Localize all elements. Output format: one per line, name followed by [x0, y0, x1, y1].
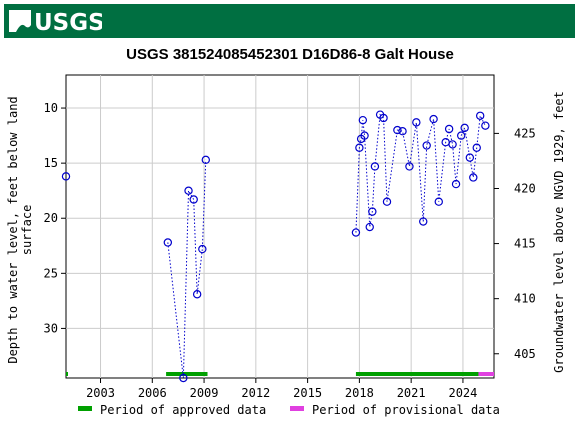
- data-point: [472, 143, 481, 152]
- right-axis-label: Groundwater level above NGVD 1929, feet: [552, 91, 566, 373]
- data-point: [448, 140, 457, 149]
- data-point: [163, 238, 173, 247]
- grid-lines: [66, 75, 494, 378]
- usgs-logo: USGS: [9, 10, 102, 36]
- right-tick-label: 420: [514, 181, 536, 195]
- data-point: [355, 143, 364, 152]
- x-tick-label: 2009: [190, 386, 219, 400]
- data-point: [457, 131, 466, 140]
- data-point: [179, 373, 188, 383]
- data-point: [368, 207, 377, 216]
- left-axis-label-line2: surface: [20, 205, 34, 256]
- data-point: [370, 162, 380, 171]
- legend-label-provisional: Period of provisional data: [312, 403, 500, 417]
- legend: Period of approved data Period of provis…: [78, 403, 500, 417]
- x-tick-label: 2018: [345, 386, 374, 400]
- data-point: [358, 115, 368, 125]
- data-point: [419, 217, 428, 226]
- legend-swatch-provisional: [290, 406, 304, 411]
- x-axis-ticks: 2003 2006 2009 2012 2015 2018 2021 2024: [86, 378, 477, 400]
- left-tick-label: 30: [44, 321, 58, 335]
- data-point: [429, 114, 438, 124]
- data-point: [481, 121, 490, 130]
- left-tick-label: 25: [44, 266, 58, 280]
- data-point: [475, 111, 485, 120]
- x-tick-label: 2006: [138, 386, 167, 400]
- data-point: [379, 113, 388, 123]
- x-tick-label: 2012: [241, 386, 270, 400]
- data-points: [61, 110, 490, 383]
- data-point: [412, 118, 421, 127]
- period-bar-provisional: [478, 372, 494, 376]
- data-point: [469, 173, 478, 182]
- data-point: [382, 197, 392, 206]
- data-point: [61, 172, 71, 181]
- data-point: [465, 153, 475, 162]
- left-tick-label: 10: [44, 101, 58, 115]
- usgs-header-bar: USGS: [4, 4, 575, 38]
- left-axis-label-line1: Depth to water level, feet below land: [6, 96, 20, 363]
- left-axis-ticks: 10 15 20 25 30: [44, 101, 66, 335]
- legend-label-approved: Period of approved data: [100, 403, 266, 417]
- right-tick-label: 410: [514, 292, 536, 306]
- period-bar-approved: [166, 372, 208, 376]
- data-point: [422, 141, 431, 150]
- data-point: [365, 222, 374, 232]
- period-bar-approved: [66, 372, 68, 376]
- chart-title: USGS 381524085452301 D16D86-8 Galt House: [126, 46, 454, 63]
- x-tick-label: 2015: [293, 386, 322, 400]
- right-tick-label: 425: [514, 126, 536, 140]
- data-point: [189, 195, 198, 204]
- x-tick-label: 2021: [397, 386, 426, 400]
- plot-area: [65, 74, 495, 379]
- left-tick-label: 20: [44, 211, 58, 225]
- data-point: [460, 123, 469, 133]
- data-point: [198, 244, 207, 254]
- data-point: [393, 125, 402, 135]
- left-tick-label: 15: [44, 156, 58, 170]
- right-tick-label: 415: [514, 237, 536, 251]
- data-point: [192, 290, 202, 299]
- right-tick-label: 405: [514, 347, 536, 361]
- x-tick-label: 2003: [86, 386, 115, 400]
- x-tick-label: 2024: [448, 386, 477, 400]
- usgs-logo-text: USGS: [34, 10, 102, 36]
- legend-swatch-approved: [78, 406, 92, 411]
- data-point: [351, 228, 361, 237]
- data-point: [405, 162, 414, 171]
- data-point: [360, 131, 369, 140]
- data-point: [184, 186, 193, 195]
- data-point: [444, 124, 454, 134]
- period-bar-approved: [355, 372, 479, 376]
- right-axis-ticks: 425 420 415 410 405: [494, 126, 536, 361]
- data-point: [201, 155, 210, 165]
- data-point: [398, 126, 407, 136]
- data-point: [434, 197, 443, 206]
- data-point: [451, 179, 461, 189]
- period-bars: [66, 372, 494, 376]
- usgs-logo-wave-icon: [9, 10, 31, 32]
